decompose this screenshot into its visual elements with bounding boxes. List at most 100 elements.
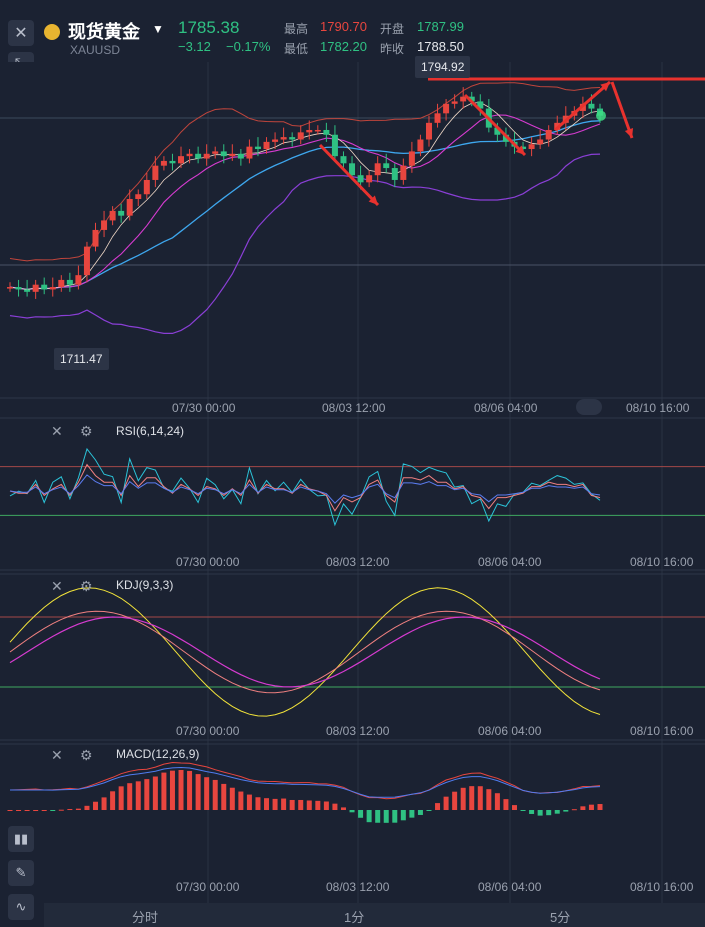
candle-body — [263, 141, 270, 150]
time-axis-label: 08/10 16:00 — [626, 401, 690, 415]
macd-histogram-bar — [571, 809, 577, 811]
chart-background — [0, 62, 705, 903]
macd-histogram-bar — [520, 810, 526, 811]
macd-histogram-bar — [24, 810, 30, 811]
low-value: 1782.20 — [320, 39, 367, 54]
kdj-label: KDJ(9,3,3) — [116, 578, 174, 592]
settings-icon[interactable]: ⚙ — [80, 578, 93, 594]
macd-histogram-bar — [58, 809, 64, 811]
indicator-icon[interactable]: ∿ — [8, 894, 34, 920]
moving-average-mid — [9, 114, 601, 290]
candle-body — [75, 275, 82, 285]
macd-histogram-bar — [469, 786, 475, 810]
candle-body — [297, 132, 304, 140]
macd-histogram-bar — [409, 810, 415, 818]
macd-histogram-bar — [443, 796, 449, 810]
candle-body — [83, 246, 90, 276]
macd-histogram-bar — [281, 798, 287, 810]
settings-icon[interactable]: ⚙ — [80, 423, 93, 439]
draw-tool-icon[interactable]: ✎ — [8, 860, 34, 886]
candle-body — [7, 287, 13, 289]
candle-body — [391, 168, 398, 180]
open-label: 开盘 — [380, 22, 405, 36]
candle-body — [160, 160, 167, 166]
tab-1min[interactable]: 1分 — [344, 910, 365, 925]
price-chart[interactable] — [0, 62, 705, 903]
prev-close-label: 昨收 — [380, 42, 405, 56]
moving-average-long — [9, 120, 601, 291]
time-axis-label: 07/30 00:00 — [176, 724, 240, 738]
macd-histogram-bar — [400, 810, 406, 821]
rsi-line-24 — [9, 474, 601, 504]
macd-histogram-bar — [144, 779, 150, 810]
time-axis-label: 08/06 04:00 — [478, 555, 542, 569]
time-axis-label: 08/10 16:00 — [630, 724, 694, 738]
candle-body — [545, 129, 552, 140]
macd-histogram-bar — [127, 783, 133, 810]
time-axis-label: 08/03 12:00 — [322, 401, 386, 415]
candle-body — [143, 179, 150, 195]
candle-body — [66, 279, 73, 285]
candle-body — [101, 220, 108, 230]
candle-body — [109, 210, 116, 221]
macd-histogram-bar — [204, 777, 210, 810]
macd-histogram-bar — [537, 810, 543, 816]
macd-histogram-bar — [50, 810, 56, 811]
close-icon[interactable]: ✕ — [51, 423, 63, 439]
candle-body — [41, 284, 48, 290]
macd-histogram-bar — [588, 804, 594, 810]
candle-body — [254, 146, 261, 150]
macd-histogram-bar — [597, 804, 603, 810]
current-price-dot — [596, 110, 606, 121]
more-options-icon[interactable] — [576, 399, 602, 415]
candle-body — [314, 129, 321, 132]
candle-body — [434, 113, 441, 123]
time-axis-label: 07/30 00:00 — [176, 555, 240, 569]
close-button[interactable]: ✕ — [8, 20, 34, 46]
macd-histogram-bar — [340, 807, 346, 810]
rsi-line-14 — [9, 463, 601, 512]
candle-body — [400, 165, 407, 180]
macd-histogram-bar — [195, 774, 201, 810]
candle-body — [383, 163, 390, 169]
price-change-pct: −0.17% — [226, 39, 271, 54]
macd-histogram-bar — [580, 806, 586, 810]
instrument-symbol: XAUUSD — [70, 43, 121, 57]
annotation-arrowhead — [624, 128, 634, 138]
candle-body — [520, 146, 527, 150]
close-icon[interactable]: ✕ — [51, 578, 63, 594]
tab-5min[interactable]: 5分 — [550, 910, 571, 925]
chevron-down-icon[interactable]: ▼ — [152, 22, 164, 36]
annotation-arrow — [463, 93, 527, 157]
macd-histogram-bar — [178, 770, 184, 810]
annotation-arrowhead — [600, 82, 610, 92]
macd-histogram-bar — [84, 805, 90, 810]
candle-body — [340, 156, 347, 164]
left-toolbar: ▮▮ ✎ ∿ — [0, 820, 40, 927]
candlestick-icon[interactable]: ▮▮ — [8, 826, 34, 852]
macd-histogram-bar — [255, 797, 261, 810]
settings-icon[interactable]: ⚙ — [80, 747, 93, 763]
candle-body — [331, 134, 338, 157]
tab-timeshare[interactable]: 分时 — [132, 910, 159, 925]
macd-histogram-bar — [101, 797, 107, 810]
candle-body — [152, 165, 159, 180]
candle-body — [195, 153, 202, 159]
candle-body — [494, 127, 501, 135]
macd-histogram-bar — [212, 779, 218, 810]
instrument-name[interactable]: 现货黄金 — [68, 22, 140, 42]
timeframe-tabs: 分时 1分 5分 — [44, 903, 705, 927]
macd-histogram-bar — [452, 791, 458, 810]
candle-body — [58, 279, 65, 288]
moving-average-short — [9, 101, 601, 290]
candle-body — [468, 96, 475, 102]
macd-histogram-bar — [511, 805, 517, 810]
macd-histogram-bar — [135, 781, 141, 810]
candle-body — [425, 122, 432, 140]
close-icon[interactable]: ✕ — [51, 747, 63, 763]
candle-body — [246, 146, 253, 159]
macd-histogram-bar — [426, 810, 432, 811]
macd-histogram-bar — [477, 786, 483, 810]
macd-histogram-bar — [349, 810, 355, 813]
candle-body — [203, 153, 210, 159]
